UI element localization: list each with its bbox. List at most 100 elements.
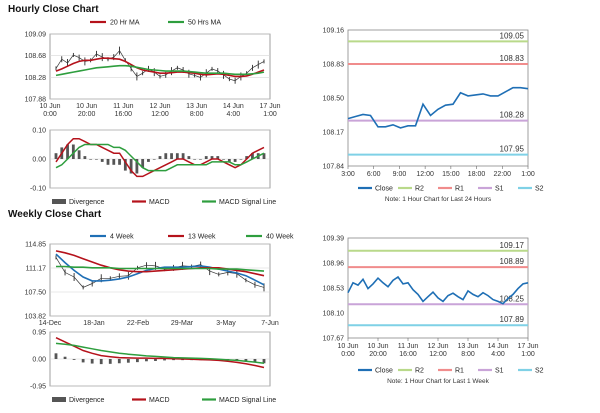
level-label-s2: 107.95 [500,145,525,154]
y-tick-label: 108.17 [323,130,345,137]
divergence-bar [233,159,237,162]
weekly-macd-chart: 0.95 0.00 -0.95 Divergence MACD MACD Signal L… [30,330,276,405]
y-tick-label: 0.00 [32,357,46,364]
legend-label: R2 [415,186,424,193]
legend-swatch [52,397,66,402]
y-tick-label: -0.10 [30,186,46,193]
divergence-bar [126,359,130,363]
divergence-bar [99,359,103,365]
divergence-bar [199,159,202,160]
divergence-bar [163,359,166,361]
level-label-r1: 108.83 [500,54,525,63]
x-tick-label: 11 Jun 16:00 [398,343,419,358]
divergence-bar [216,156,220,159]
legend-label: 13 Week [188,234,216,241]
divergence-bar [54,153,58,159]
divergence-bar [154,359,157,361]
divergence-bar [147,159,150,162]
y-tick-label: 108.68 [25,53,47,60]
divergence-bar [135,359,139,363]
weekly-1w-chart: 109.39 108.96 108.53 108.10 107.67 109.17 108.… [323,236,544,386]
divergence-bar [106,159,110,165]
divergence-bar [66,144,69,159]
legend-label: 50 Hrs MA [188,20,221,27]
series-macd-signal [55,143,265,172]
legend-label: MACD Signal Line [219,199,276,206]
divergence-bar [204,156,208,159]
divergence-bar [262,359,266,364]
legend-label: MACD [149,199,170,206]
divergence-bar [100,159,104,162]
legend-label: Close [375,368,393,375]
divergence-bar [145,359,148,362]
x-tick-label: 7-Jun [261,320,279,327]
y-tick-label: 107.88 [25,97,47,104]
divergence-bar [170,153,173,159]
x-tick-label: 17 Jun 1:00 [259,103,280,118]
divergence-bar [83,156,87,159]
legend-label: Close [375,186,393,193]
divergence-bar [193,159,197,160]
level-label-s1: 108.28 [500,111,525,120]
x-tick-label: 10 Jun 0:00 [39,103,60,118]
y-tick-label: 111.17 [26,266,46,273]
legend-swatch [52,199,66,204]
y-tick-label: 103.82 [25,314,47,321]
divergence-bar [172,359,175,361]
x-tick-label: 22-Feb [127,320,149,327]
series-close [347,86,529,129]
series-macd-signal [55,342,265,365]
legend-label: MACD [149,397,170,404]
divergence-bar [95,159,98,160]
legend-label: 20 Hr MA [110,20,140,27]
x-tick-label: 11 Jun 16:00 [113,103,134,118]
divergence-bar [81,359,85,363]
divergence-bar [181,153,185,159]
legend-label: MACD Signal Line [219,397,276,404]
y-tick-label: 108.50 [323,96,345,103]
series-40-week [56,265,265,272]
divergence-bar [135,159,139,174]
divergence-bar [164,153,168,159]
x-tick-label: 10 Jun 20:00 [76,103,97,118]
divergence-bar [253,359,257,363]
x-tick-label: 14 Jun 4:00 [487,343,508,358]
legend-label: 40 Week [266,234,294,241]
divergence-bar [129,159,133,174]
x-tick-label: 15:00 [442,171,460,178]
series-50-hrs-ma [55,64,265,77]
divergence-bar [72,359,76,360]
divergence-bar [245,156,249,159]
series-close [347,275,529,305]
divergence-bar [108,359,112,364]
legend-label: S1 [495,186,504,193]
legend-label: 4 Week [110,234,134,241]
divergence-bar [175,153,179,159]
legend-label: S2 [535,186,544,193]
y-tick-label: 109.16 [323,28,345,35]
x-tick-label: 17 Jun 1:00 [517,343,538,358]
series-macd [55,337,265,369]
divergence-bar [251,153,254,159]
x-tick-label: 12 Jun 12:00 [427,343,448,358]
y-tick-label: 107.84 [323,164,345,171]
y-tick-label: 0.10 [32,128,46,135]
hourly-macd-chart: 0.10 0.00 -0.10 Divergence MACD MACD Signal L… [30,128,276,207]
y-tick-label: 107.67 [323,336,345,343]
x-tick-label: 13 Jun 8:00 [457,343,478,358]
level-label-r2: 109.17 [500,241,525,250]
divergence-bar [141,159,145,168]
x-tick-label: 6:00 [367,171,381,178]
chart-note: Note: 1 Hour Chart for Last 1 Week [387,378,490,385]
divergence-bar [71,144,75,159]
y-tick-label: 108.83 [323,62,345,69]
divergence-bar [210,156,214,159]
x-tick-label: 10 Jun 0:00 [337,343,358,358]
x-tick-label: 18:00 [468,171,486,178]
divergence-bar [89,159,93,160]
plot-frame [49,243,271,317]
legend-label: S2 [535,368,544,375]
divergence-bar [54,353,58,359]
divergence-bar [118,159,121,165]
